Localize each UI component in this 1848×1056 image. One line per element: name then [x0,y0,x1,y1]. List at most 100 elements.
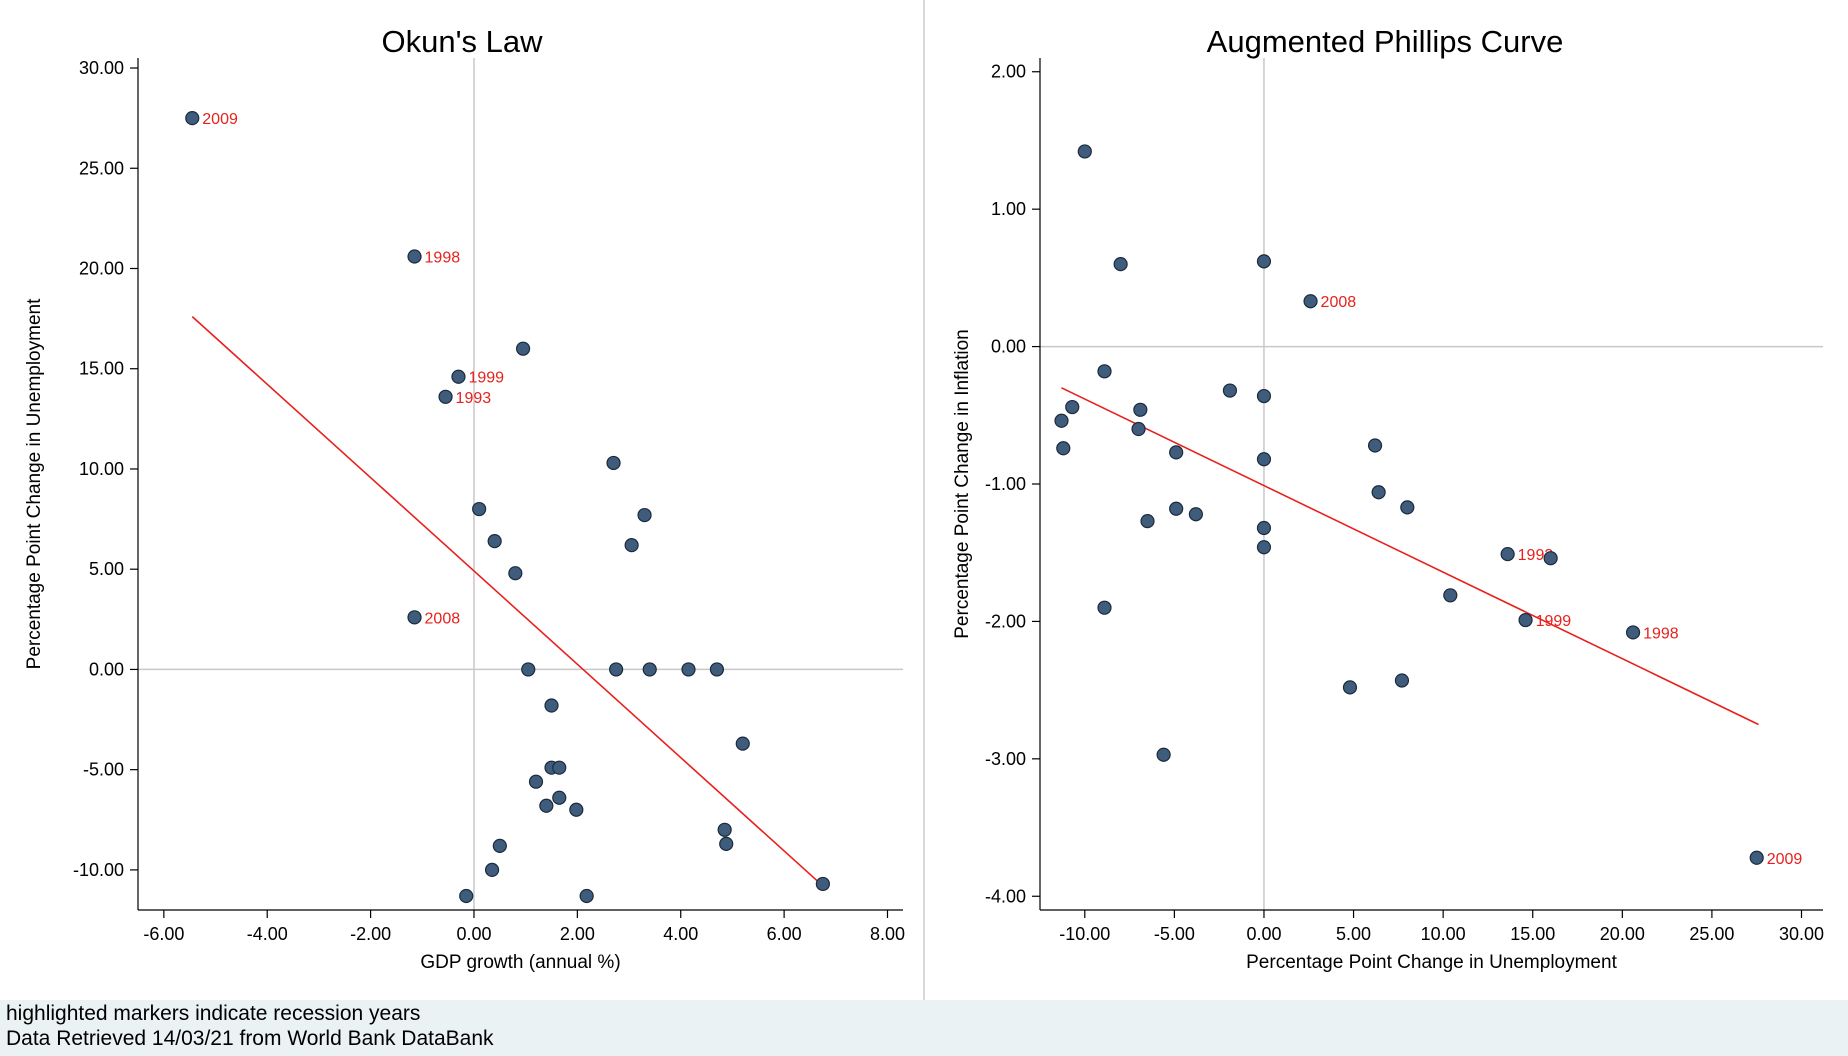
chart2-data-point [1500,546,1515,562]
chart1-data-point [484,862,500,878]
chart2-y-tick-label: 1.00 [991,199,1026,219]
chart2-x-tick-label: 15.00 [1510,924,1555,944]
note-recession-markers: highlighted markers indicate recession y… [6,1002,421,1025]
chart2-data-point [1140,514,1155,529]
chart1-data-point [552,790,567,805]
chart2-point-label: 1999 [1536,613,1572,630]
charts-svg: -6.00 -4.00 -2.00 0.00 2.00 4.00 6.00 8.00 -10.0… [24,0,1824,1000]
chart2-data-point [1131,421,1146,437]
chart1-x-tick-label: 4.00 [663,924,698,944]
chart1-data-point [709,662,725,677]
chart2-data-point [1097,600,1112,615]
chart1-data-point [735,736,750,751]
chart1-data-point [606,455,621,471]
chart1-data-point [552,760,567,775]
chart1-point-label: 2009 [202,111,238,128]
chart1-data-point [642,662,657,677]
chart1-y-tick-label: 30.00 [79,58,124,78]
chart2-data-point [1097,364,1112,379]
chart2-x-tick-label: -5.00 [1154,924,1195,944]
chart1-data-point [492,838,507,853]
chart2-data-point [1056,441,1071,456]
chart2-x-axis-label: Percentage Point Change in Unemployment [1246,952,1617,973]
chart2-data-point [1543,551,1558,566]
chart2-y-tick-label: -4.00 [985,886,1026,906]
chart1-y-tick-label: 0.00 [89,659,124,679]
chart2-data-point [1222,383,1238,398]
chart2-x-tick-label: 10.00 [1421,924,1466,944]
phillips-curve-panel: -10.00 -5.00 0.00 5.00 10.00 15.00 20.00 25.00 3… [952,24,1824,973]
chart2-data-point [1371,485,1386,500]
chart2-data-point [1394,673,1410,688]
chart2-data-point [1256,254,1272,269]
chart1-x-tick-label: 2.00 [560,924,595,944]
chart2-y-tick-label: -3.00 [985,749,1026,769]
chart1-y-tick-label: 25.00 [79,158,124,178]
chart2-data-point [1303,294,1318,309]
chart2-y-tick-label: 2.00 [991,62,1026,82]
chart1-data-point [521,662,536,677]
chart2-data-point [1400,500,1415,515]
chart1-data-point [185,111,200,126]
chart1-data-point [515,341,531,356]
chart2-data-point [1113,257,1128,272]
chart1-data-point [438,389,453,404]
chart1-data-point [719,836,734,851]
chart2-x-tick-label: 20.00 [1600,924,1645,944]
chart1-title: Okun's Law [382,24,544,59]
chart1-data-point [637,507,652,523]
chart1-data-point [539,798,554,813]
chart2-x-tick-label: -10.00 [1059,924,1110,944]
chart1-data-point [815,876,830,892]
chart2-x-tick-label: 0.00 [1246,924,1281,944]
chart2-x-tick-label: 30.00 [1779,924,1824,944]
chart1-y-tick-label: 10.00 [79,459,124,479]
chart2-data-point [1256,540,1272,555]
chart2-data-point [1367,438,1383,453]
chart1-x-tick-label: -6.00 [143,924,184,944]
chart1-data-point [569,802,584,817]
chart1-x-tick-label: 6.00 [767,924,802,944]
chart2-data-point [1077,144,1092,159]
chart2-y-axis-label: Percentage Point Change in Inflation [952,329,973,639]
okuns-law-panel: -6.00 -4.00 -2.00 0.00 2.00 4.00 6.00 8.00 -10.0… [24,24,905,973]
chart2-point-label: 1998 [1643,625,1679,642]
chart1-fit-line [191,316,824,887]
chart2-y-tick-label: 0.00 [991,337,1026,357]
chart1-data-point [407,249,422,264]
chart1-y-tick-label: -5.00 [83,760,124,780]
chart1-x-tick-label: 8.00 [870,924,905,944]
chart2-data-point [1256,452,1272,467]
chart1-data-point [459,888,474,904]
chart2-data-point [1065,399,1080,415]
chart1-x-tick-label: -4.00 [247,924,288,944]
chart1-y-axis-label: Percentage Point Change in Unemployment [24,298,45,669]
chart2-data-point [1749,850,1764,865]
chart1-data-point [487,534,502,549]
chart1-data-point [528,774,544,789]
chart2-data-point [1256,520,1272,536]
chart1-x-tick-label: -2.00 [350,924,391,944]
chart2-data-point [1169,501,1184,516]
chart2-data-point [1256,388,1272,404]
chart2-y-tick-label: -2.00 [985,611,1026,631]
chart1-point-label: 2008 [425,610,461,627]
chart2-data-point [1156,747,1171,762]
chart1-point-label: 1993 [456,390,492,407]
chart1-data-point [681,662,696,677]
chart2-data-point [1188,507,1203,522]
chart1-data-point [508,566,523,581]
chart2-data-point [1443,588,1458,603]
chart2-data-point [1133,402,1148,417]
chart2-point-label: 2008 [1321,294,1357,311]
chart2-data-point [1625,625,1641,640]
chart1-point-label: 1999 [468,370,504,387]
chart1-x-axis-label: GDP growth (annual %) [420,952,620,973]
chart1-data-point [579,888,594,904]
chart1-y-tick-label: 20.00 [79,258,124,278]
chart2-fit-line [1061,387,1759,726]
chart1-point-label: 1998 [425,249,461,266]
chart2-data-point [1054,413,1069,428]
chart1-data-point [717,822,732,837]
note-data-source: Data Retrieved 14/03/21 from World Bank … [6,1027,494,1050]
